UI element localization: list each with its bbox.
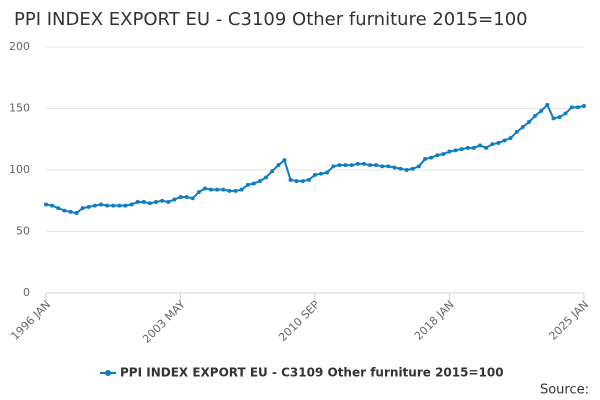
chart-title: PPI INDEX EXPORT EU - C3109 Other furnit…	[14, 9, 528, 30]
y-tick-label: 0	[23, 286, 30, 299]
x-tick-label: 2010 SEP	[276, 298, 322, 344]
x-tick-label: 2018 JAN	[412, 298, 457, 343]
y-tick-label: 150	[9, 102, 30, 115]
y-tick-label: 200	[9, 40, 30, 53]
legend-marker	[105, 370, 111, 376]
x-tick-label: 1996 JAN	[8, 298, 53, 343]
line-series	[44, 102, 586, 216]
y-tick-label: 50	[16, 225, 30, 238]
x-tick-label: 2025 JAN	[546, 298, 591, 343]
source-label: Source:	[540, 383, 589, 398]
legend-label: PPI INDEX EXPORT EU - C3109 Other furnit…	[120, 366, 504, 380]
y-tick-label: 100	[9, 163, 30, 176]
x-tick-label: 2003 MAY	[140, 298, 188, 346]
